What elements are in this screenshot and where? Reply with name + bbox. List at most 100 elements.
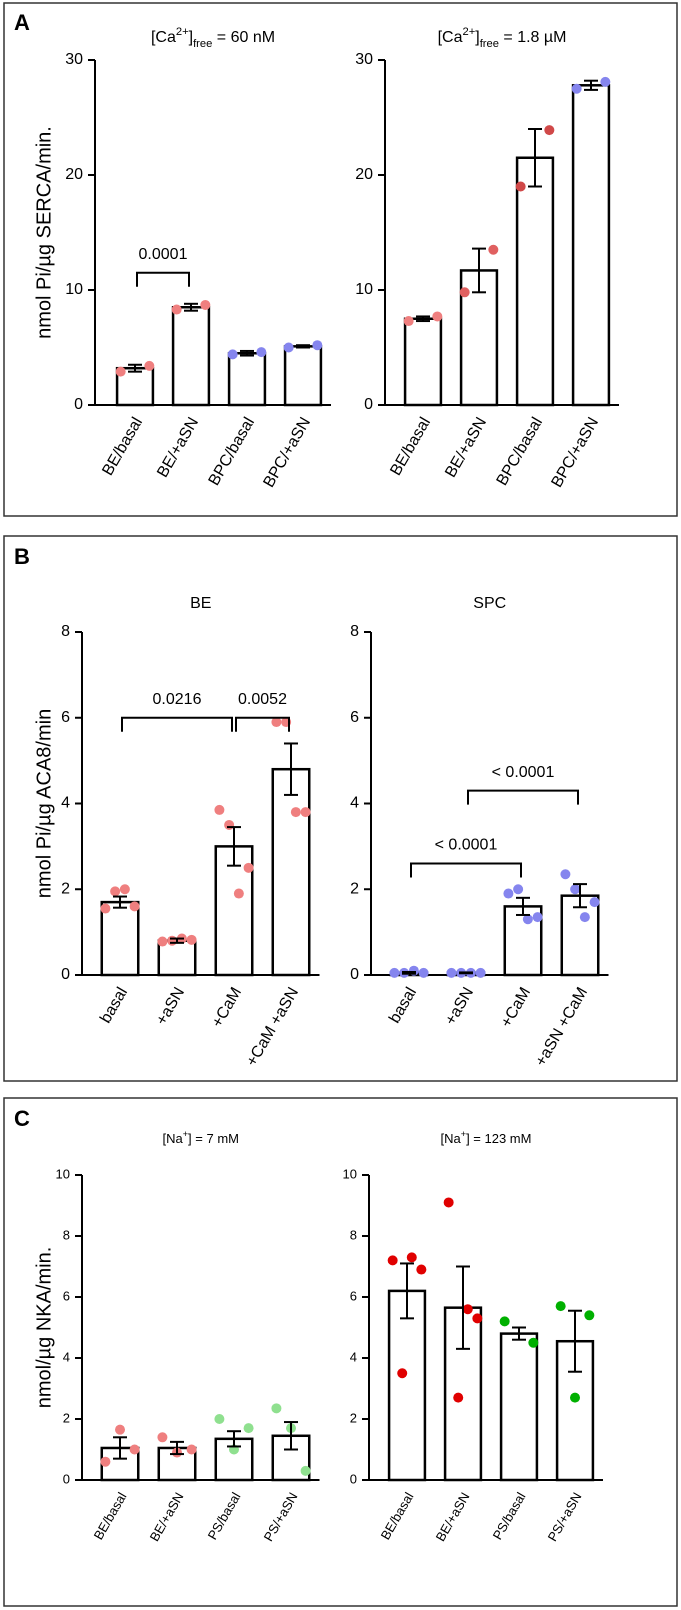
x-tick-label: basal [97,985,131,1027]
data-point [271,717,282,728]
data-point [443,1197,454,1208]
y-tick-label: 6 [63,1288,70,1303]
y-tick-label: 8 [63,1227,70,1242]
significance-bracket [235,716,290,732]
data-point [283,342,294,353]
x-tick-label: +CaM [209,985,245,1031]
y-tick-label: 0 [61,966,70,983]
title-part: [Na [441,1131,462,1146]
error-bar [512,1326,526,1341]
significance-label: 0.0052 [238,691,287,708]
title-part: + [461,1129,466,1139]
error-bar [516,896,530,916]
data-point [472,1313,483,1324]
data-point [570,884,581,895]
data-point [515,181,526,192]
bar [571,84,611,407]
data-point [499,1316,510,1327]
bar [227,352,267,407]
data-point [589,897,600,908]
data-point [243,1423,254,1434]
x-tick-label: BE/basal [378,1490,417,1543]
x-tick-label: +aSN +CaM [532,985,591,1070]
title-part: SPC [473,595,506,612]
title-part: ] [189,29,193,46]
panel-label: A [14,10,30,35]
x-tick-label: BPC/basal [494,415,547,489]
data-point [186,934,197,945]
data-point [115,366,126,377]
data-point [214,1414,225,1424]
y-tick-label: 2 [350,880,359,897]
data-point [475,967,486,978]
data-point [256,347,267,358]
significance-label: < 0.0001 [492,764,555,781]
chart-title: [Ca2+]free = 60 nM [151,26,275,50]
error-bar [459,971,473,975]
y-tick-label: 30 [355,51,373,68]
data-point [584,1310,595,1321]
y-tick-label: 0 [74,396,83,413]
x-tick-label: BPC/basal [206,415,259,489]
data-point [300,807,311,818]
data-point [233,888,244,899]
data-point [544,125,555,136]
data-point [389,967,400,978]
data-point [406,1252,417,1263]
y-tick-label: 8 [350,1227,357,1242]
error-bar [456,1265,470,1350]
error-bar [184,302,198,312]
y-tick-label: 10 [65,281,83,298]
data-point [119,884,130,895]
data-point [129,1444,140,1455]
panel-frame [3,1097,678,1607]
x-tick-label: +aSN [153,985,188,1029]
y-tick-label: 0 [364,396,373,413]
error-bar [284,742,298,796]
data-point [271,1403,282,1414]
title-part: BE [190,595,211,612]
y-tick-label: 20 [355,166,373,183]
y-tick-label: 4 [350,795,359,812]
x-tick-label: BE/basal [99,415,146,479]
error-bar [113,895,127,909]
data-point [167,935,178,946]
data-point [503,888,514,899]
y-tick-label: 6 [350,709,359,726]
data-point [560,869,571,880]
chart-title: BE [190,595,211,612]
x-tick-label: +aSN [442,985,477,1029]
x-tick-label: BPC/+aSN [548,415,602,491]
data-point [571,83,582,94]
chart-title: SPC [473,595,506,612]
significance-bracket [121,716,233,732]
data-point [522,914,533,925]
title-part: [Ca [438,29,463,46]
data-point [100,1456,111,1467]
title-part: = 60 nM [212,29,275,46]
significance-bracket [467,789,579,805]
data-point [144,360,155,371]
data-point [397,1368,408,1379]
error-bar [402,970,416,975]
bar [115,366,155,407]
significance-label: < 0.0001 [435,837,498,854]
data-point [227,349,238,360]
data-point [513,884,524,895]
title-part: 2+ [462,26,475,38]
data-point [532,912,543,923]
panel-label: B [14,544,30,569]
data-point [416,1264,427,1275]
error-bar [227,1430,241,1448]
y-tick-label: 4 [63,1349,70,1364]
chart-title: [Na+] = 7 mM [163,1129,239,1146]
bar [157,939,197,977]
title-part: free [193,38,212,50]
error-bar [240,349,254,357]
title-part: ] = 123 mM [466,1131,531,1146]
y-axis-label: nmol Pi/µg SERCA/min. [33,126,55,339]
bar [515,156,555,407]
y-axis-label: nmol/µg NKA/min. [33,1247,55,1409]
x-tick-label: BE/+aSN [154,415,202,481]
bar [403,317,443,407]
